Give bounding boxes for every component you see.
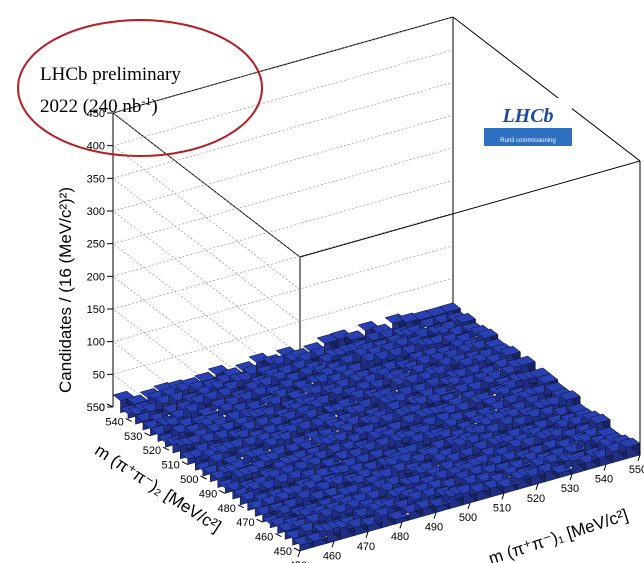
z-tick-label: 250 xyxy=(87,239,105,251)
logo-subtitle: Run3 commissioning xyxy=(500,138,556,144)
preliminary-annotation: LHCb preliminary 2022 (240 nb-1) xyxy=(17,19,263,157)
y-tick-label: 470 xyxy=(236,517,254,529)
grid-line xyxy=(112,212,454,310)
axis-ticks: 0501001502002503003504004504504604704804… xyxy=(87,108,644,563)
bin-top xyxy=(513,355,536,366)
bin-top xyxy=(536,373,559,384)
grid-line xyxy=(112,180,454,277)
z-tick-label: 0 xyxy=(99,402,105,414)
x-tick xyxy=(297,550,301,558)
x-tick-label: 470 xyxy=(357,541,375,553)
bin-top xyxy=(438,302,462,313)
y-tick-label: 450 xyxy=(274,546,292,558)
x-tick-label: 480 xyxy=(391,531,409,543)
x-tick xyxy=(399,522,403,529)
grid-line xyxy=(112,341,301,486)
z-axis-title: Candidates / (16 (MeV/c²)²) xyxy=(56,187,75,393)
y-tick xyxy=(162,446,170,451)
grid-line xyxy=(112,276,301,421)
grid-line xyxy=(112,210,301,356)
y-tick-label: 550 xyxy=(87,402,105,414)
x-tick xyxy=(637,454,641,462)
x-tick xyxy=(331,541,335,548)
y-tick xyxy=(125,417,132,422)
grid-line xyxy=(112,245,454,342)
grid-line xyxy=(112,114,454,212)
box-edge xyxy=(299,160,641,258)
y-tick-label: 520 xyxy=(143,445,161,457)
bin-top xyxy=(453,312,476,324)
y-tick xyxy=(144,432,151,437)
grid-line xyxy=(112,112,301,258)
z-tick-label: 50 xyxy=(93,369,105,381)
bin-top xyxy=(194,371,217,382)
grid-line xyxy=(112,278,454,375)
z-tick-label: 300 xyxy=(87,206,105,218)
x-tick xyxy=(433,512,437,519)
x-tick xyxy=(501,493,505,500)
grid-line xyxy=(112,147,454,244)
bin-top xyxy=(476,328,499,339)
x-tick-label: 460 xyxy=(323,550,341,562)
histogram-bin xyxy=(577,452,600,471)
bin-top xyxy=(126,394,149,405)
bin-top xyxy=(498,345,521,357)
y-tick xyxy=(200,475,207,480)
x-tick-label: 550 xyxy=(629,464,644,476)
y-tick xyxy=(256,518,263,523)
y-tick xyxy=(237,504,245,509)
x-tick-label: 450 xyxy=(289,560,307,563)
grid-line xyxy=(112,178,301,323)
histogram-bars xyxy=(112,302,641,552)
annotation-line1: LHCb preliminary xyxy=(40,64,181,85)
plot-box-front xyxy=(299,16,641,455)
y-tick xyxy=(218,489,226,494)
bin-top xyxy=(588,413,611,424)
lhcb-logo: LHCb Run3 commissioning xyxy=(484,98,572,146)
x-tick xyxy=(535,483,539,490)
x-tick xyxy=(603,464,607,471)
z-tick-label: 450 xyxy=(87,108,105,120)
grid-line xyxy=(112,243,301,388)
z-tick-label: 200 xyxy=(87,271,105,283)
x-tick-label: 510 xyxy=(493,502,511,514)
grid-line xyxy=(112,308,301,454)
grid-line xyxy=(112,145,301,290)
annotation-circle xyxy=(17,19,263,157)
x-tick-label: 490 xyxy=(425,522,443,534)
x-tick-label: 520 xyxy=(527,493,545,505)
y-tick xyxy=(106,403,114,408)
x-tick xyxy=(365,531,369,538)
histogram-bin xyxy=(618,437,641,460)
x-tick-label: 530 xyxy=(561,483,579,495)
y-tick-label: 480 xyxy=(218,503,236,515)
grid-line xyxy=(112,49,454,146)
bin-top xyxy=(343,330,366,341)
y-tick-label: 490 xyxy=(199,488,217,500)
bin-top xyxy=(316,333,339,344)
x-tick-label: 540 xyxy=(595,474,613,486)
z-tick-label: 350 xyxy=(87,173,105,185)
grid-line xyxy=(112,82,454,179)
x-tick xyxy=(569,474,573,481)
y-tick-label: 540 xyxy=(105,416,123,428)
x-tick xyxy=(467,502,471,510)
bin-top xyxy=(558,390,581,401)
z-tick-label: 100 xyxy=(87,337,105,349)
box-edge xyxy=(452,16,641,162)
bin-top xyxy=(618,437,641,448)
y-tick-label: 530 xyxy=(124,431,142,443)
y-tick-label: 510 xyxy=(161,460,179,472)
y-tick xyxy=(293,547,301,552)
y-tick-label: 460 xyxy=(255,532,273,544)
y-tick xyxy=(275,533,282,538)
y-tick-label: 500 xyxy=(180,474,198,486)
y-tick xyxy=(181,461,189,466)
logo-text: LHCb xyxy=(501,105,553,127)
z-tick-label: 150 xyxy=(87,304,105,316)
x-tick-label: 500 xyxy=(459,512,477,524)
annotation-line2: 2022 (240 nb-1) xyxy=(40,94,158,117)
grid-line xyxy=(112,16,454,114)
